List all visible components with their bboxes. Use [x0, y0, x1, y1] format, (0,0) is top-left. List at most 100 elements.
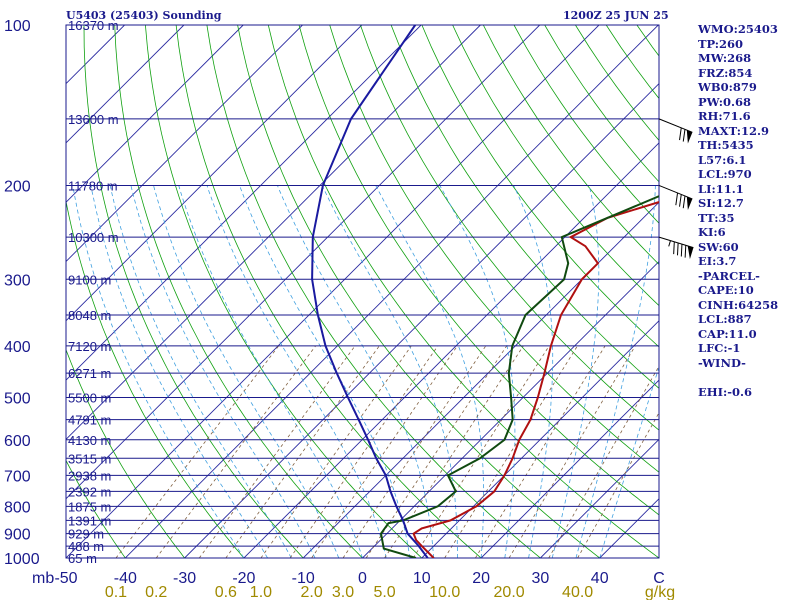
plot-frame	[65, 24, 660, 559]
barb-flag	[682, 129, 686, 142]
mixing-ratio-label: 3.0	[332, 584, 354, 600]
height-label: 2938 m	[68, 468, 111, 483]
index-ehi: EHI:-0.6	[698, 384, 753, 399]
barb-staff	[658, 118, 693, 133]
mixing-ratio-label: 0.6	[215, 584, 237, 600]
index-li: LI:11.1	[698, 181, 744, 196]
height-label: 2392 m	[68, 484, 111, 499]
barb-staff	[658, 184, 693, 200]
height-label: 7120 m	[68, 339, 111, 354]
temperature-tick-label: 0	[358, 570, 367, 587]
section-wind: -WIND-	[698, 355, 746, 370]
mixing-ratio-line	[577, 411, 659, 558]
isotherm-line	[66, 25, 185, 144]
profile-line	[311, 25, 429, 558]
spacer	[698, 370, 798, 385]
mixing-ratio-line	[475, 345, 606, 558]
isotherm-line	[66, 25, 422, 381]
mixing-ratio-label: 40.0	[562, 584, 593, 600]
moist-adiabat-line	[513, 185, 554, 558]
temperature-tick-label: 20	[472, 570, 490, 587]
barb-flag	[673, 241, 675, 255]
dry-adiabat-line	[237, 25, 601, 558]
pressure-tick-label: 800	[4, 499, 31, 516]
isotherm-line	[540, 438, 659, 558]
pressure-tick-label: 400	[4, 339, 31, 356]
temperature-tick-label: 30	[532, 570, 550, 587]
index-cape: CAPE:10	[698, 283, 754, 297]
dry-adiabat-line	[452, 25, 659, 307]
wind-barb	[658, 118, 693, 144]
index-rh: RH:71.6	[698, 109, 751, 123]
mixing-ratio-line	[260, 345, 412, 558]
dry-adiabat-line	[145, 25, 423, 558]
section-parcel: -PARCEL-	[698, 268, 760, 283]
barb-flag	[682, 195, 686, 209]
height-label: 4791 m	[68, 413, 111, 428]
barb-flag	[680, 244, 683, 257]
height-label: 16370 m	[68, 18, 119, 33]
barb-flag	[676, 242, 679, 256]
barb-flag	[679, 127, 682, 141]
height-label: 11780 m	[68, 178, 118, 193]
isotherm-line	[66, 25, 541, 500]
sounding-indices-panel: WMO:25403 TP:260 MW:268 FRZ:854 WB0:879 …	[698, 22, 798, 399]
height-label: 10300 m	[68, 230, 119, 245]
temperature-tick-label: 10	[413, 570, 431, 587]
temperature-tick-label: C	[653, 570, 665, 587]
isotherm-line	[66, 25, 244, 203]
dry-adiabat-line	[0, 25, 13, 569]
mixing-ratio-label: 5.0	[373, 584, 395, 600]
mixing-ratio-line	[342, 345, 487, 558]
isotherm-line	[66, 25, 363, 322]
mixing-ratio-line	[198, 345, 356, 558]
mixing-ratio-line	[115, 345, 280, 558]
temperature-tick-label: -10	[292, 570, 315, 587]
mixing-ratio-label: 1.0	[250, 584, 272, 600]
temperature-tick-label: -30	[173, 570, 196, 587]
barb-pennant	[686, 130, 693, 144]
dry-adiabat-line	[206, 25, 542, 558]
index-pw: PW:0.68	[698, 94, 752, 109]
index-ki: KI:6	[698, 225, 726, 239]
index-wmo: WMO:25403	[698, 22, 778, 36]
temperature-tick-label: 40	[591, 570, 609, 587]
moist-adiabat-line	[109, 185, 292, 558]
axis-unit-label: mb	[32, 570, 54, 587]
barb-pennant	[686, 196, 693, 211]
height-label: 488 m	[68, 539, 104, 554]
height-label: 4130 m	[68, 433, 111, 448]
dry-adiabat-line	[114, 25, 364, 558]
index-th: TH:5435	[698, 138, 754, 152]
index-wb0: WB0:879	[698, 80, 757, 94]
isotherm-line	[124, 25, 659, 558]
dry-adiabat-line	[66, 459, 126, 558]
moist-adiabat-line	[130, 185, 316, 558]
pressure-tick-labels: 100 200 300 400 500 600 700 800 900 1000	[4, 18, 40, 568]
mixing-ratio-line	[508, 345, 636, 558]
isotherm-line	[66, 25, 600, 558]
dry-adiabat-line	[66, 348, 186, 558]
index-parcel-lcl: LCL:887	[698, 312, 752, 326]
barb-staff	[658, 236, 694, 249]
height-label: 13600 m	[68, 112, 119, 127]
index-si: SI:12.7	[698, 196, 744, 210]
dry-adiabat-line	[390, 25, 659, 389]
index-sw: SW:60	[698, 239, 739, 254]
chart-subtitle: 1200Z 25 JUN 25	[563, 9, 669, 22]
height-label: 1875 m	[68, 499, 111, 514]
grid-lines	[0, 25, 659, 569]
mixing-ratio-line	[289, 345, 439, 558]
mixing-ratio-label: 0.1	[105, 584, 127, 600]
pressure-tick-label: 100	[4, 18, 31, 35]
moist-adiabat-line	[321, 185, 458, 558]
mixing-ratio-line	[225, 345, 380, 558]
index-lfc: LFC:-1	[698, 341, 741, 355]
index-l57: L57:6.1	[698, 152, 747, 167]
pressure-tick-label: 200	[4, 178, 31, 195]
pressure-tick-label: 1000	[4, 551, 40, 568]
pressure-tick-label: 700	[4, 468, 31, 485]
barb-flag	[679, 194, 682, 207]
mixing-ratio-label: 0.2	[145, 584, 167, 600]
